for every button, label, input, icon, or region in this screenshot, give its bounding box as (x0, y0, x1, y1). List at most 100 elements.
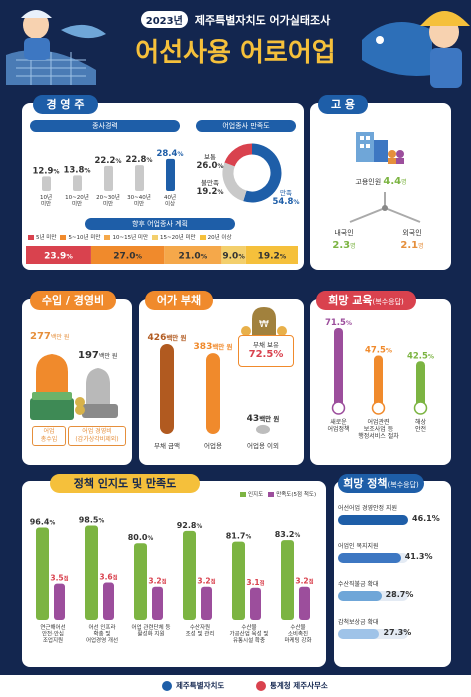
education-bar (334, 328, 343, 410)
career-tick: 40년 이상 (164, 193, 176, 208)
plan-segment (245, 246, 298, 264)
income-header: 수입 / 경영비 (30, 291, 116, 310)
employment-total-value: 4.4 (383, 176, 402, 187)
awareness-bar (36, 527, 49, 620)
policy-value: 28.7% (385, 590, 414, 599)
satisfaction-slice (222, 162, 247, 202)
plan-legend-item: 20년 이상 (199, 235, 232, 241)
plan-value: 9.0% (222, 252, 245, 262)
policy-title: 희망 정책 (343, 477, 388, 490)
satisfaction-title: 어업종사 만족도 (196, 120, 296, 132)
awareness-tick: 수산물 소비촉진 마케팅 강화 (284, 623, 311, 644)
awareness-header: 정책 인지도 및 만족도 (50, 474, 200, 493)
education-subtitle: (복수응답) (372, 298, 404, 306)
policy-label: 어업인 복지지원 (338, 543, 379, 550)
policy-row: 수산직불금 확대 28.7% (338, 580, 450, 618)
employment-unit: 명 (401, 179, 407, 186)
career-bar (73, 175, 82, 191)
expense-label: 어업 경영비 (감가상각비제외) (68, 426, 126, 446)
debt-bar (256, 424, 270, 434)
awareness-bar (281, 540, 294, 620)
policy-subtitle: (복수응답) (387, 481, 419, 489)
awareness-legend-item: 인지도 (240, 492, 263, 498)
education-value: 47.5% (365, 346, 392, 356)
policy-value: 27.3% (383, 628, 412, 637)
satisfaction-score-value: 3.6점 (99, 573, 117, 582)
awareness-value: 80.0% (128, 533, 154, 542)
plan-value: 23.9% (44, 252, 73, 262)
policy-value: 46.1% (412, 514, 440, 523)
policy-bar-track (338, 515, 408, 525)
satisfaction-score-value: 3.2점 (295, 577, 313, 586)
career-value: 22.2% (94, 156, 121, 166)
plan-value: 21.0% (178, 252, 207, 262)
statistics-logo-icon (256, 681, 266, 691)
year-badge: 2023년 (140, 11, 188, 28)
footer: 제주특별자치도 통계청 제주사무소 (0, 675, 471, 697)
satisfaction-score-value: 3.2점 (197, 577, 215, 586)
awareness-bar (183, 530, 196, 620)
debt-badge-label: 부채 보유 (253, 341, 279, 349)
satisfaction-score-bar (250, 587, 261, 620)
education-bar-icon (331, 401, 346, 415)
employment-foreign-value: 2.1 (400, 240, 419, 251)
education-tick: 새로운 어업정책 (327, 418, 349, 433)
employment-domestic-label: 내국인 (334, 229, 354, 237)
awareness-bar (85, 525, 98, 620)
policy-header: 희망 정책(복수응답) (338, 474, 424, 493)
education-value: 71.5% (325, 318, 352, 328)
employment-foreign-label: 외국인 (402, 229, 422, 237)
jeju-logo-icon (162, 681, 172, 691)
awareness-value: 92.8% (177, 521, 203, 530)
debt-value: 426백만 원 (148, 333, 187, 343)
plan-legend-item: 15~20년 미만 (152, 235, 196, 241)
satisfaction-value: 19.2% (196, 187, 223, 197)
plan-value: 19.2% (258, 252, 287, 262)
footer-right: 통계청 제주사무소 (270, 681, 328, 690)
employment-domestic-value: 2.3 (332, 240, 351, 251)
debt-header: 어가 부채 (145, 291, 213, 310)
fisherman-illustration-left (6, 10, 106, 85)
money-bag-icon: ₩ (241, 307, 287, 336)
education-bar-icon (371, 401, 386, 415)
plan-segment (221, 246, 246, 264)
awareness-value: 98.5% (79, 515, 105, 524)
employment-header: 고 용 (318, 95, 368, 114)
satisfaction-score-bar (299, 586, 310, 620)
policy-row: 어선어업 경영안정 지원 46.1% (338, 504, 450, 542)
debt-tick: 어업용 이외 (247, 441, 279, 450)
awareness-tick: 수산자원 조성 및 관리 (186, 623, 215, 638)
awareness-value: 83.2% (275, 530, 301, 539)
plan-title: 향후 어업종사 계획 (85, 218, 235, 230)
career-chart: 12.9% 10년 미만 13.8% 10~20년 미만 22.2% 20~30년 미만 22.8… (32, 149, 183, 208)
satisfaction-score-bar (152, 586, 163, 620)
satisfaction-score-value: 3.2점 (148, 577, 166, 586)
awareness-tick: 수산물 가공산업 육성 및 유통시설 확충 (230, 623, 269, 644)
income-unit: 백만 원 (50, 334, 70, 341)
employment-tree-lines (349, 192, 421, 223)
education-title: 희망 교육 (328, 294, 373, 307)
building-icon (356, 132, 404, 164)
education-bar (416, 361, 425, 410)
employment-panel (310, 103, 451, 270)
satisfaction-score-value: 3.1점 (246, 578, 264, 587)
satisfaction-slice (243, 143, 282, 203)
header: 2023년 제주특별자치도 어가실태조사 어선사용 어로어업 (0, 0, 471, 88)
debt-badge-value: 72.5% (248, 349, 284, 360)
awareness-tick: 어선 인프라 확충 및 어업경영 개선 (86, 623, 118, 644)
awareness-legend: 인지도 만족도(5점 척도) (240, 490, 324, 498)
expense-value: 197 (78, 350, 99, 361)
operator-header: 경 영 주 (33, 95, 98, 114)
education-header: 희망 교육(복수응답) (316, 291, 416, 310)
income-value: 277 (30, 331, 51, 342)
satisfaction-slice (224, 143, 253, 167)
policy-chart: 어선어업 경영안정 지원 46.1% 어업인 복지지원 41.3% 수산직불금 확대 28… (338, 504, 450, 664)
footer-left: 제주특별자치도 (176, 681, 225, 690)
policy-bar (338, 515, 408, 525)
debt-bar (160, 344, 174, 434)
header-subtitle: 제주특별자치도 어가실태조사 (194, 14, 331, 27)
satisfaction-score-bar (201, 586, 212, 620)
satisfaction-label: 보통 (204, 153, 216, 161)
